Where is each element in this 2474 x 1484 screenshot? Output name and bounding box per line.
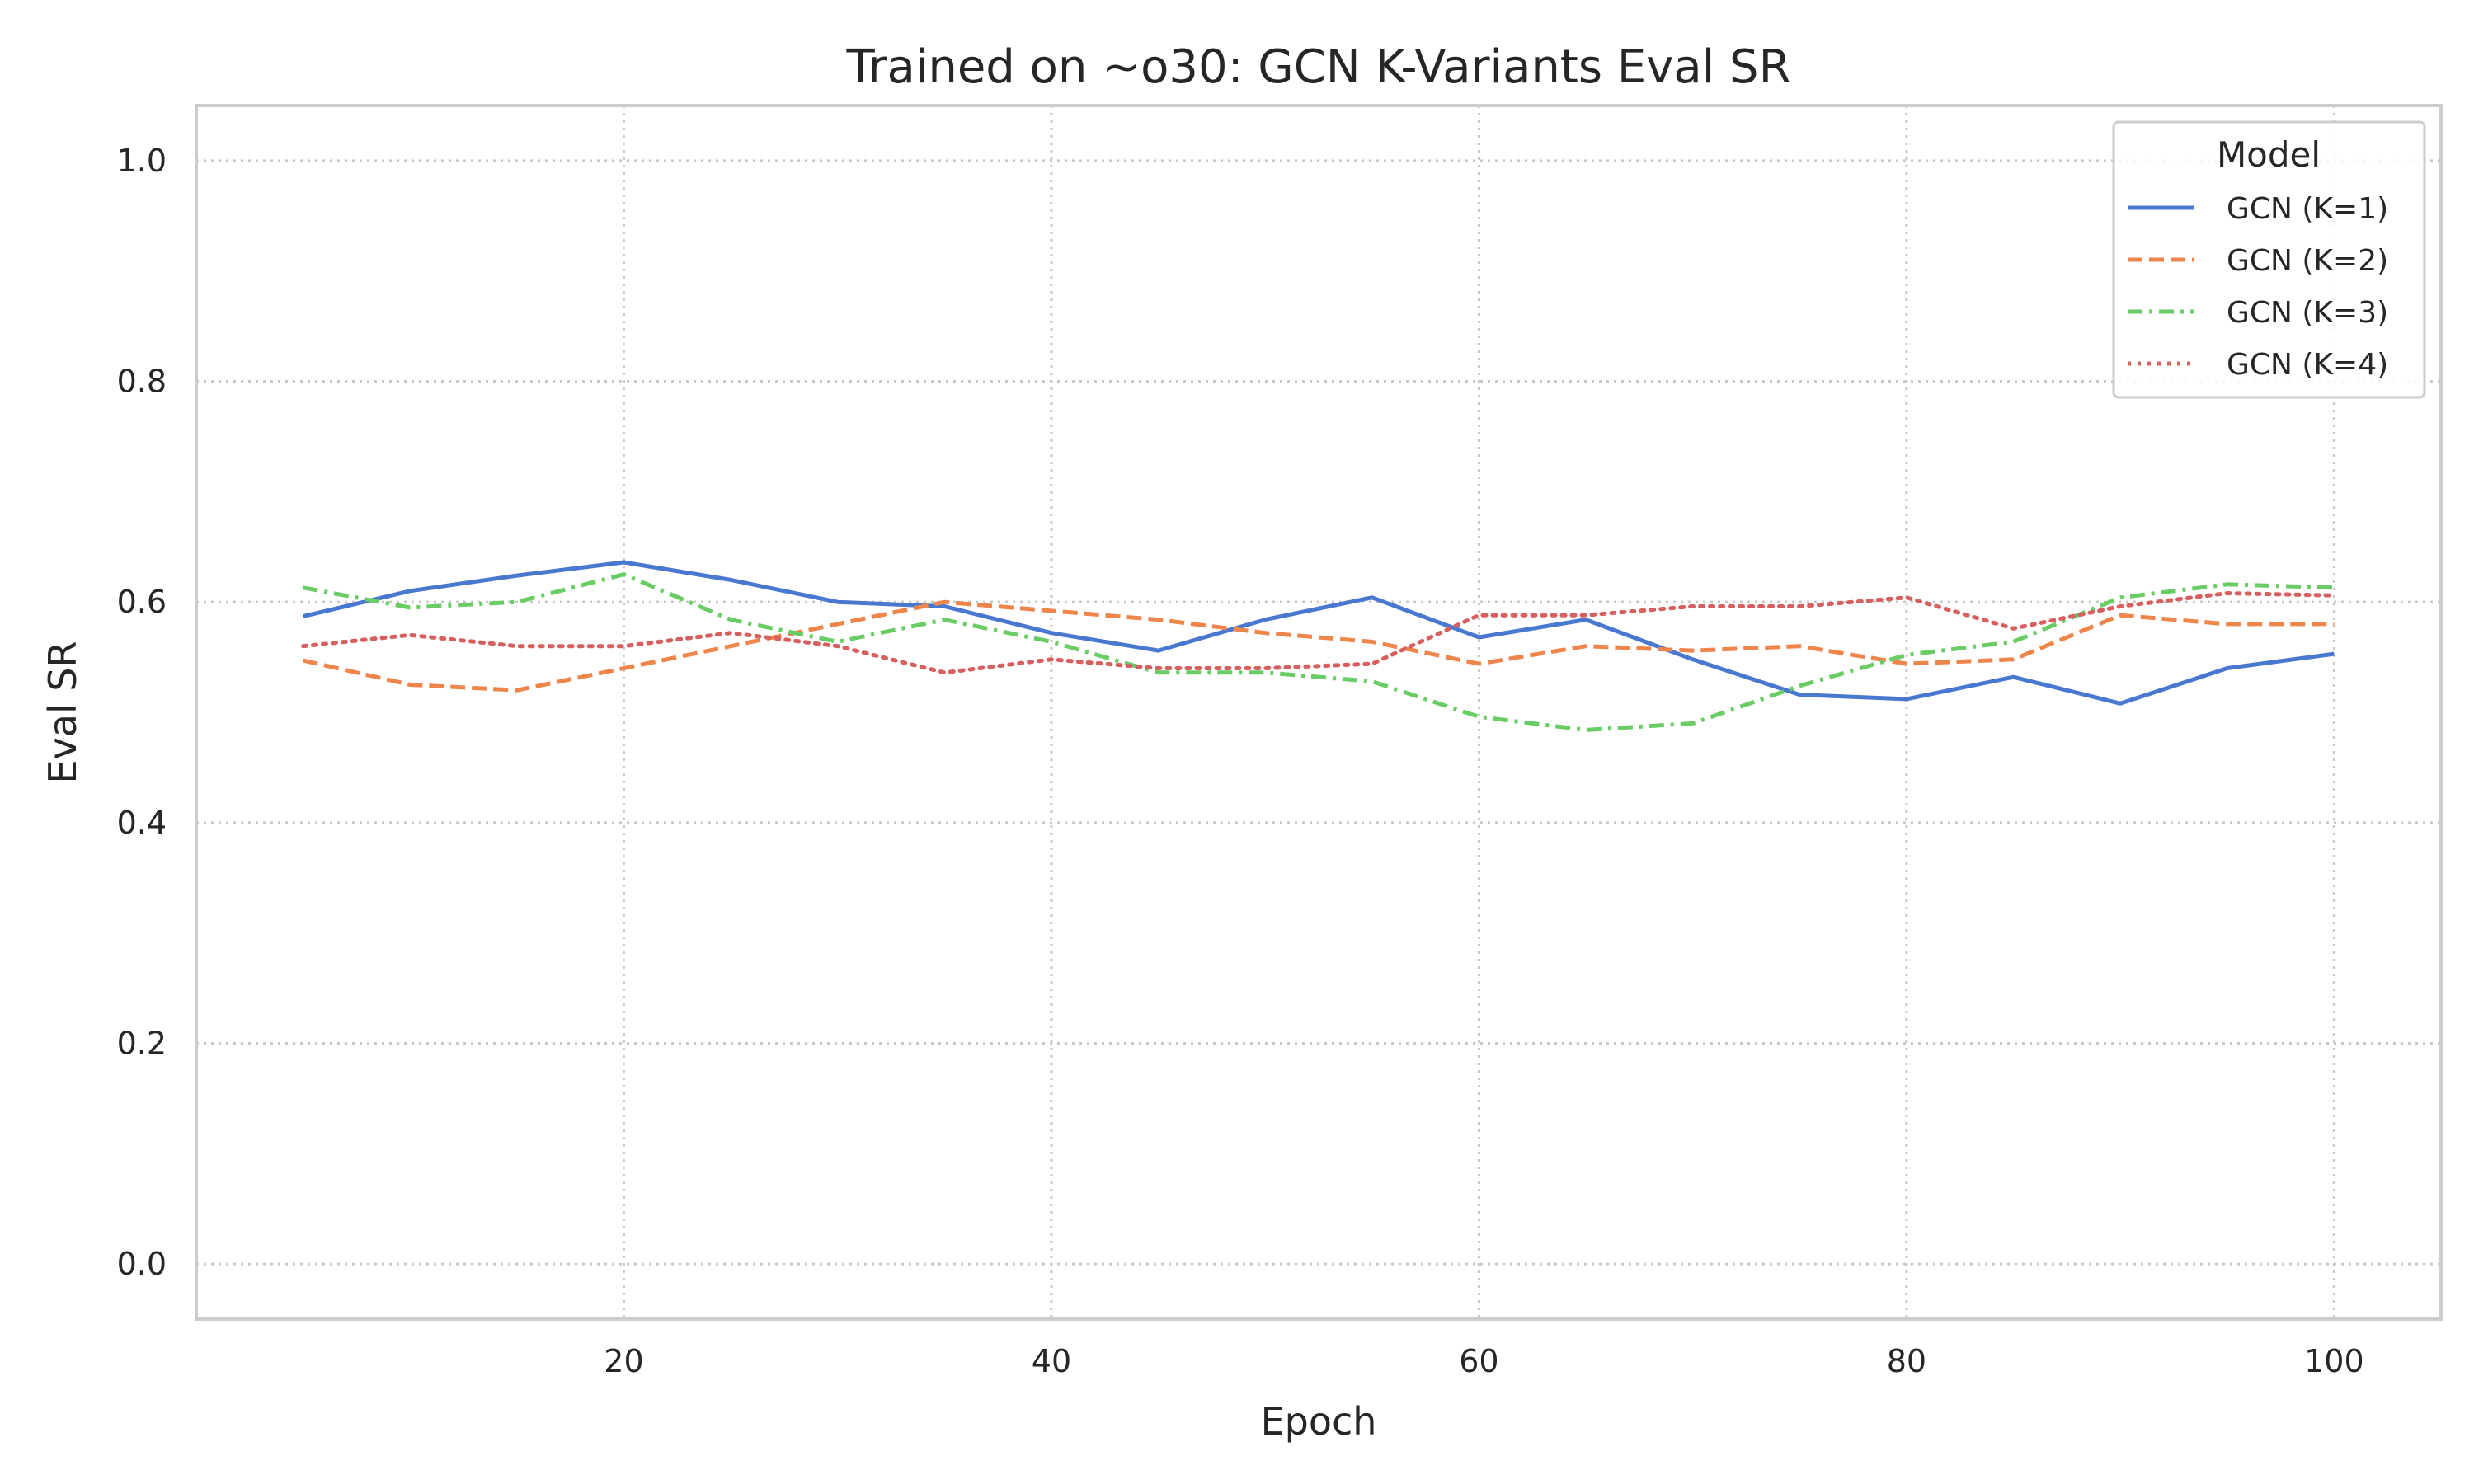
- legend-label-k1: GCN (K=1): [2227, 192, 2388, 226]
- x-tick-label: 100: [2304, 1343, 2364, 1379]
- series-lines: [301, 560, 2336, 732]
- legend-label-k4: GCN (K=4): [2227, 348, 2388, 382]
- x-tick-label: 40: [1032, 1343, 1071, 1379]
- legend-box: [2112, 120, 2426, 399]
- chart-title: Trained on ~o30: GCN K-Variants Eval SR: [845, 40, 1790, 94]
- legend-label-k3: GCN (K=3): [2227, 296, 2388, 330]
- y-tick-label: 0.2: [117, 1025, 167, 1061]
- x-axis-ticks: 20 40 60 80 100: [604, 1343, 2363, 1379]
- x-tick-label: 80: [1887, 1343, 1926, 1379]
- y-tick-label: 0.0: [117, 1246, 167, 1282]
- series-line-k2: [303, 599, 2335, 693]
- y-axis-ticks: 0.0 0.2 0.4 0.6 0.8 1.0: [117, 143, 167, 1282]
- grid: [196, 106, 2441, 1319]
- legend-items: GCN (K=1) GCN (K=2) GCN (K=3) GCN (K=4): [2128, 192, 2388, 382]
- y-axis-label: Eval SR: [40, 641, 85, 783]
- series-line-k4: [301, 591, 2336, 675]
- series-line-k3: [303, 572, 2335, 732]
- legend-label-k2: GCN (K=2): [2227, 244, 2388, 278]
- x-tick-label: 60: [1459, 1343, 1498, 1379]
- x-tick-label: 20: [604, 1343, 643, 1379]
- plot-area: [195, 104, 2443, 1321]
- x-axis-label: Epoch: [1261, 1399, 1377, 1444]
- y-tick-label: 0.4: [117, 805, 167, 841]
- y-tick-label: 0.6: [117, 584, 167, 620]
- legend-title: Model: [2217, 134, 2321, 175]
- legend: Model GCN (K=1)GCN (K=2)GCN (K=3)GCN (K=…: [2112, 120, 2426, 399]
- y-tick-label: 0.8: [117, 364, 167, 400]
- y-tick-label: 1.0: [117, 143, 167, 179]
- series-line-k1: [303, 560, 2335, 706]
